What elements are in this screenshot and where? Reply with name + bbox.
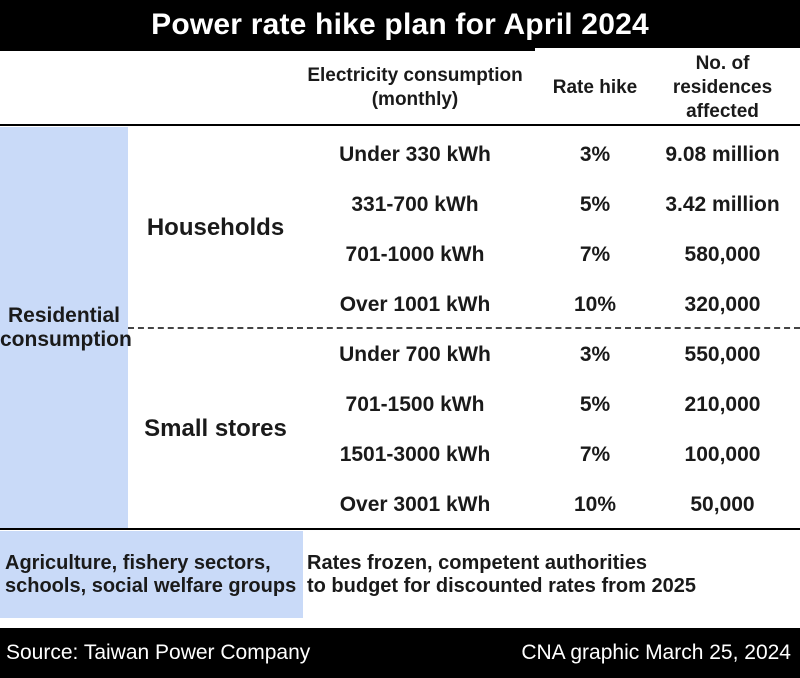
table-row: 701-1000 kWh 7% 580,000 [0,230,800,280]
consumption-cell: 331-700 kWh [351,193,479,216]
rate-cell: 5% [579,393,611,416]
residences-cell: 3.42 million [665,193,780,216]
table-row: Over 3001 kWh 10% 50,000 [0,480,800,530]
title-banner: Power rate hike plan for April 2024 [0,0,800,51]
residences-cell: 100,000 [684,443,761,466]
group-label-small-stores: Small stores [144,415,287,442]
residences-cell: 550,000 [684,343,761,366]
consumption-cell: Over 3001 kWh [339,493,491,516]
graphic-credit: CNA graphic March 25, 2024 [521,641,791,664]
table-row: 331-700 kWh 5% 3.42 million [0,180,800,230]
residences-cell: 580,000 [684,243,761,266]
column-header-residences: No. of residences affected [650,51,795,124]
consumption-cell: 701-1500 kWh [345,393,485,416]
exemption-group-panel: Agriculture, fishery sectors, schools, s… [0,531,303,618]
exemption-note: Rates frozen, competent authorities to b… [307,531,787,618]
rate-cell: 7% [579,243,611,266]
rate-cell: 7% [579,443,611,466]
column-header-consumption-line1: Electricity consumption [307,64,523,86]
exemption-group-line2: schools, social welfare groups [5,574,297,597]
rate-cell: 5% [579,193,611,216]
category-panel-residential: Residential consumption [0,127,132,528]
residences-cell: 9.08 million [665,143,780,166]
residences-cell: 320,000 [684,293,761,316]
header-separator-line [0,124,800,126]
consumption-cell: 701-1000 kWh [345,243,485,266]
residences-cell: 50,000 [690,493,755,516]
table-row: 701-1500 kWh 5% 210,000 [0,380,800,430]
group-label-households: Households [146,213,285,241]
consumption-cell: Under 330 kWh [339,143,491,166]
consumption-cell: Under 700 kWh [339,343,491,366]
consumption-cell: Over 1001 kWh [339,293,491,316]
table-row: Over 1001 kWh 10% 320,000 [0,280,800,330]
column-header-rate-hike-label: Rate hike [552,76,638,98]
category-label-line1: Residential [7,303,121,327]
column-header-consumption: Electricity consumption (monthly) [290,51,540,124]
section-divider-dotted [128,327,800,329]
rate-cell: 10% [573,493,617,516]
page-title: Power rate hike plan for April 2024 [151,8,649,41]
table-row: Under 330 kWh 3% 9.08 million [0,130,800,180]
exemption-note-line1: Rates frozen, competent authorities [307,551,648,574]
exemption-note-line2: to budget for discounted rates from 2025 [307,574,696,597]
column-header-residences-line3: affected [686,100,759,122]
rate-cell: 3% [579,343,611,366]
column-header-consumption-line2: (monthly) [371,88,459,110]
exemption-group-line1: Agriculture, fishery sectors, [5,551,271,574]
category-label-line2: consumption [0,327,132,351]
rate-cell: 3% [579,143,611,166]
footer-bar: Source: Taiwan Power Company CNA graphic… [0,628,800,678]
rate-cell: 10% [573,293,617,316]
body-bottom-line [0,528,800,530]
table-row: 1501-3000 kWh 7% 100,000 [0,430,800,480]
source-credit: Source: Taiwan Power Company [6,641,311,664]
column-header-residences-line2: residences [672,76,773,98]
residences-cell: 210,000 [684,393,761,416]
table-row: Under 700 kWh 3% 550,000 [0,330,800,380]
column-header-residences-line1: No. of [695,52,750,74]
banner-notch [535,48,800,51]
column-header-rate-hike: Rate hike [530,51,660,124]
consumption-cell: 1501-3000 kWh [339,443,491,466]
